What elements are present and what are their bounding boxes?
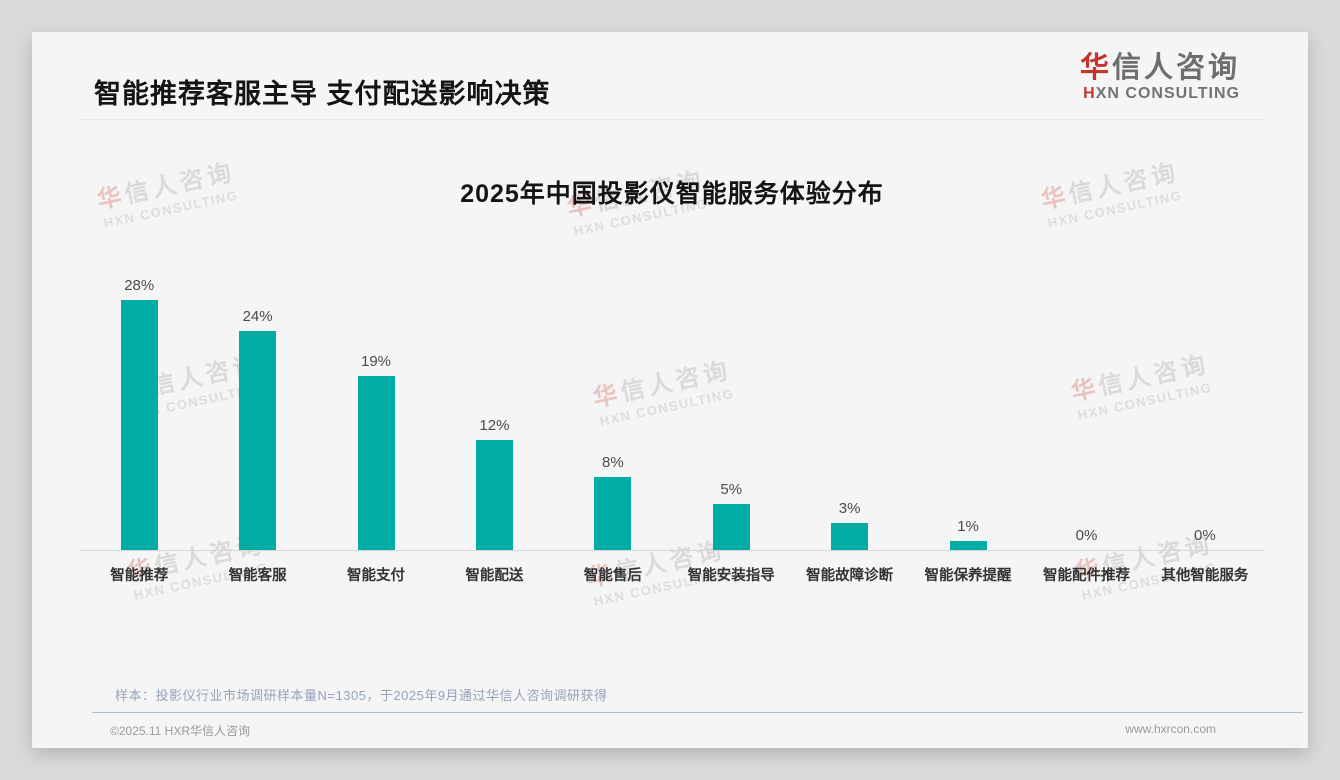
x-axis-label: 智能推荐	[110, 568, 169, 584]
bar-column: 1%	[909, 277, 1027, 550]
x-axis-label: 智能故障诊断	[806, 568, 894, 584]
footer-divider	[92, 712, 1303, 713]
bar-column: 8%	[554, 277, 672, 550]
bar-column: 3%	[790, 277, 908, 550]
bar-column: 5%	[672, 277, 790, 550]
x-axis-label: 智能支付	[347, 568, 406, 584]
bar-value-label: 0%	[1194, 527, 1216, 544]
bar	[949, 541, 987, 550]
x-axis-label: 智能客服	[228, 568, 287, 584]
logo-chinese-rest: 信人咨询	[1111, 52, 1240, 84]
bar-value-label: 19%	[361, 353, 392, 370]
bar-column: 0%	[1146, 277, 1264, 550]
bar	[239, 331, 277, 550]
report-card: 华信人咨询 HXN CONSULTING 华信人咨询 HXN CONSULTING 华信…	[32, 32, 1308, 748]
bar-column: 24%	[198, 277, 316, 550]
bar	[594, 477, 632, 550]
bar-value-label: 5%	[720, 481, 743, 498]
header-divider	[78, 119, 1262, 120]
bar-value-label: 1%	[957, 518, 979, 535]
bar	[475, 440, 513, 550]
logo-english-text: HXN CONSULTING	[1080, 85, 1240, 103]
bar	[357, 376, 395, 550]
logo-english-rest: XN CONSULTING	[1095, 85, 1240, 103]
bar-value-label: 3%	[838, 500, 861, 517]
logo-english-accent: H	[1083, 85, 1096, 103]
bar	[120, 300, 158, 550]
bar-column: 28%	[80, 277, 198, 550]
x-axis-label: 智能保养提醒	[924, 568, 1012, 584]
page-title: 智能推荐客服主导 支付配送影响决策	[94, 79, 551, 109]
bar-value-label: 28%	[124, 277, 155, 294]
bar-value-label: 0%	[1075, 527, 1098, 544]
logo-chinese-text: 华信人咨询	[1080, 52, 1240, 85]
bar	[712, 504, 750, 550]
sample-footnote: 样本：投影仪行业市场调研样本量N=1305，于2025年9月通过华信人咨询调研获…	[115, 688, 608, 703]
footer-website: www.hxrcon.com	[1125, 722, 1216, 736]
footer-copyright: ©2025.11 HXR华信人咨询	[110, 724, 250, 738]
chart-title: 2025年中国投影仪智能服务体验分布	[460, 180, 884, 208]
x-axis-label: 智能售后	[583, 568, 642, 584]
bar-chart-plot-area: 28% 24% 19% 12% 8% 5% 3% 1% 0% 0%	[80, 277, 1264, 551]
x-axis-label: 智能配送	[465, 568, 524, 584]
bar-value-label: 12%	[479, 417, 510, 434]
logo-chinese-accent: 华	[1079, 52, 1112, 84]
x-axis-label: 智能安装指导	[687, 568, 775, 584]
bar-column: 12%	[435, 277, 553, 550]
x-axis-label: 智能配件推荐	[1042, 568, 1130, 584]
bar-column: 0%	[1027, 277, 1145, 550]
x-axis-labels-row: 智能推荐 智能客服 智能支付 智能配送 智能售后 智能安装指导 智能故障诊断 智能保养提醒 智能…	[80, 564, 1264, 585]
bar-value-label: 8%	[601, 454, 624, 471]
bar-value-label: 24%	[242, 308, 273, 325]
x-axis-label: 其他智能服务	[1161, 568, 1249, 584]
bar-column: 19%	[317, 277, 435, 550]
bar	[831, 523, 869, 550]
company-logo: 华信人咨询 HXN CONSULTING	[1080, 52, 1240, 104]
